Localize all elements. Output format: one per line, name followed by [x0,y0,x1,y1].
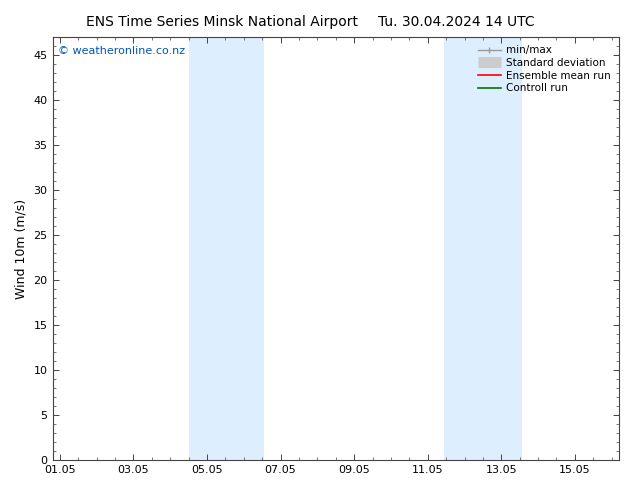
Bar [444,37,485,460]
Bar [189,37,227,460]
Bar [481,37,522,460]
Text: Tu. 30.04.2024 14 UTC: Tu. 30.04.2024 14 UTC [378,15,535,29]
Text: ENS Time Series Minsk National Airport: ENS Time Series Minsk National Airport [86,15,358,29]
Bar [224,37,264,460]
Y-axis label: Wind 10m (m/s): Wind 10m (m/s) [15,198,28,299]
Legend: min/max, Standard deviation, Ensemble mean run, Controll run: min/max, Standard deviation, Ensemble me… [475,42,614,97]
Text: © weatheronline.co.nz: © weatheronline.co.nz [58,46,185,55]
